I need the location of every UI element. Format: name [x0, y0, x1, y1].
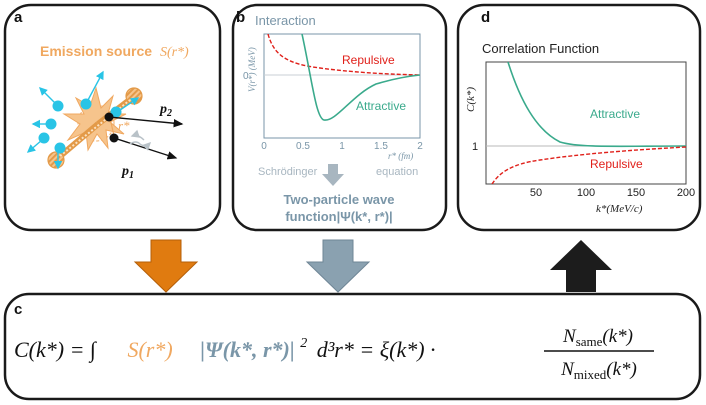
repulsive-potential-curve: [267, 34, 420, 76]
nucleus-stick-stripe: [59, 99, 131, 157]
equation-mid: d³r* = ξ(k*) ·: [317, 337, 436, 362]
correlation-xtick-label: 50: [530, 187, 542, 199]
black-up-arrow: [550, 240, 612, 292]
correlation-xtick-label: 150: [627, 187, 645, 199]
repulsive-label-b: Repulsive: [342, 53, 395, 67]
equation-label: equation: [376, 166, 418, 178]
r-star-label: r*: [118, 118, 130, 133]
panel-d-letter: d: [481, 9, 490, 26]
potential-ylabel: V(r*) (MeV): [247, 47, 257, 92]
attractive-label-b: Attractive: [356, 99, 406, 113]
potential-xlabel: r* (fm): [388, 151, 413, 161]
panel-d-frame: [456, 3, 702, 232]
equation-source-term: S(r*): [127, 337, 172, 362]
attractive-correlation-curve: [507, 62, 686, 148]
orange-down-arrow: [133, 239, 199, 293]
correlation-xlabel: k*(MeV/c): [596, 203, 643, 215]
panel-c-letter: c: [14, 301, 22, 318]
repulsive-label-d: Repulsive: [590, 157, 643, 171]
panel-a-letter: a: [14, 9, 23, 26]
potential-xtick-label: 2: [417, 141, 423, 152]
correlation-equation: C(k*) = ∫ S(r*) |Ψ(k*, r*)| 2 d³r* = ξ(k…: [14, 327, 436, 363]
attractive-label-d: Attractive: [590, 107, 640, 121]
repulsive-correlation-curve: [491, 146, 686, 184]
p2-label: p2: [159, 102, 172, 119]
p1-label: p1: [121, 164, 134, 181]
wave-function-line1: Two-particle wave: [283, 192, 394, 207]
correlation-xtick-label: 100: [577, 187, 595, 199]
emitted-particles: [26, 70, 140, 170]
panel-b-letter: b: [236, 9, 245, 26]
potential-xtick-label: 1.5: [374, 141, 388, 152]
correlation-ytick-1: 1: [472, 141, 478, 153]
attractive-potential-curve: [301, 34, 420, 121]
emission-source-math: S(r*): [160, 45, 189, 60]
correlation-ylabel: C(k*): [465, 87, 477, 112]
schrodinger-label: Schrödinger: [258, 166, 318, 178]
correlation-xtick-label: 200: [677, 187, 695, 199]
potential-xtick-label: 1: [339, 141, 345, 152]
potential-xtick-label: 0: [261, 141, 267, 152]
correlation-plot-area: [485, 61, 687, 185]
potential-xticks: 0 0.5 1 1.5 2: [261, 141, 423, 152]
interaction-title: Interaction: [255, 13, 316, 28]
equation-wave-term: |Ψ(k*, r*)|: [200, 337, 295, 362]
particle-pair: [104, 112, 184, 160]
potential-plot-area: [263, 33, 421, 139]
correlation-title: Correlation Function: [482, 41, 599, 56]
equation-lhs: C(k*) = ∫: [14, 337, 98, 363]
correlation-xticks: 50 100 150 200: [530, 187, 695, 199]
potential-ytick-0: 0: [243, 71, 249, 82]
equation-square: 2: [300, 336, 307, 351]
fraction-numerator: Nsame(k*): [562, 326, 633, 349]
panel-c-frame: [3, 292, 702, 401]
schrodinger-down-arrow: [322, 164, 344, 186]
wave-function-line2: function|Ψ(k*, r*)|: [285, 209, 392, 224]
emission-source-label: Emission source S(r*): [40, 43, 189, 60]
steel-down-arrow: [305, 239, 371, 293]
potential-xtick-label: 0.5: [296, 141, 310, 152]
fraction-denominator: Nmixed(k*): [560, 359, 637, 382]
emission-source-text: Emission source: [40, 43, 152, 59]
panel-b-frame: [231, 3, 448, 232]
